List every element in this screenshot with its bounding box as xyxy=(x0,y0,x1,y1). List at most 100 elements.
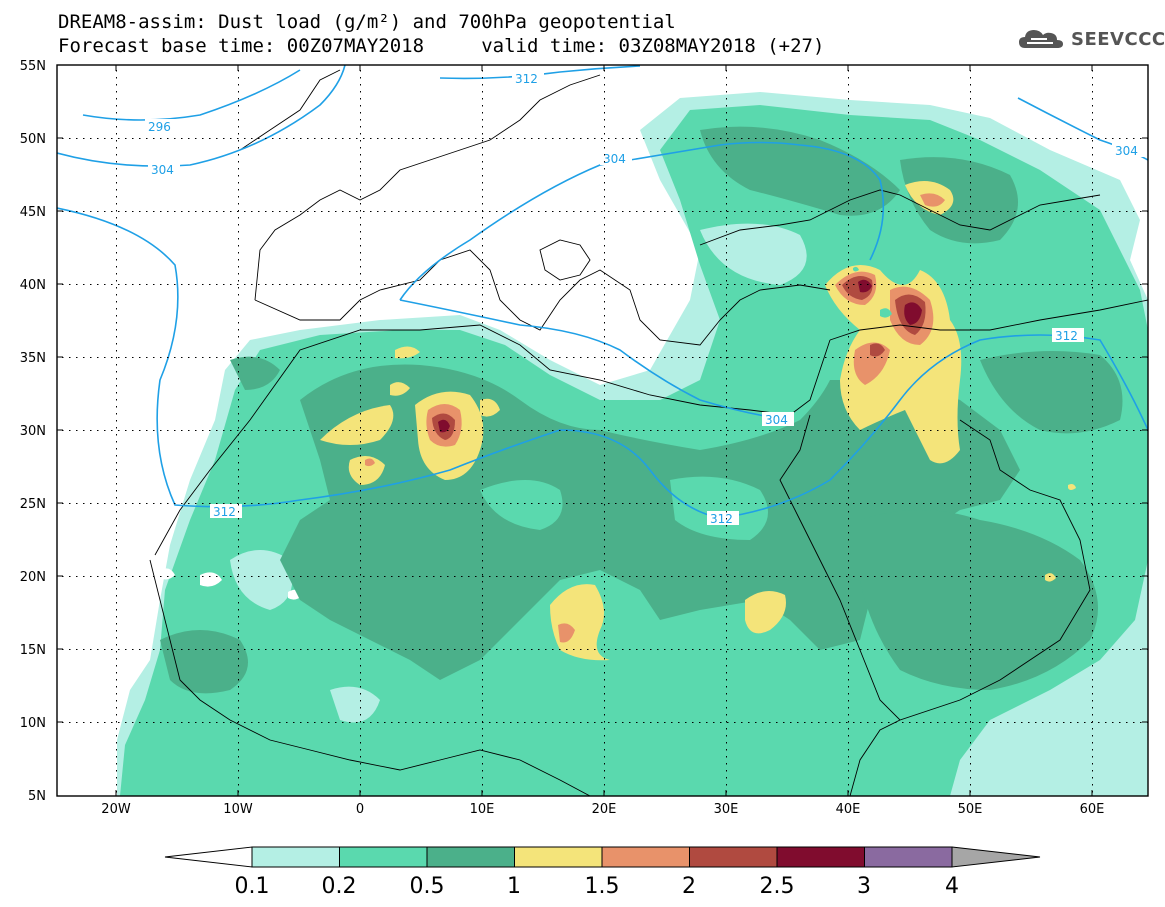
graticule-dot xyxy=(916,722,918,723)
graticule-dot xyxy=(986,138,988,139)
graticule-dot xyxy=(286,138,288,139)
graticule-dot xyxy=(412,649,414,650)
graticule-dot xyxy=(881,138,883,139)
graticule-dot xyxy=(804,649,806,650)
graticule-dot xyxy=(1092,140,1093,142)
graticule-dot xyxy=(902,284,904,285)
graticule-dot xyxy=(848,196,849,198)
graticule-dot xyxy=(238,553,239,555)
graticule-dot xyxy=(342,211,344,212)
graticule-dot xyxy=(1092,539,1093,541)
graticule-dot xyxy=(608,284,610,285)
graticule-dot xyxy=(573,722,575,723)
graticule-dot xyxy=(1092,273,1093,275)
graticule-dot xyxy=(468,576,470,577)
graticule-dot xyxy=(230,503,232,504)
graticule-dot xyxy=(848,756,849,758)
graticule-dot xyxy=(1028,576,1030,577)
graticule-dot xyxy=(748,357,750,358)
lat-label: 40N xyxy=(20,278,46,293)
graticule-dot xyxy=(706,211,708,212)
graticule-dot xyxy=(223,284,225,285)
graticule-dot xyxy=(726,315,727,317)
graticule-dot xyxy=(726,581,727,583)
graticule-dot xyxy=(846,503,848,504)
graticule-dot xyxy=(604,203,605,205)
graticule-dot xyxy=(116,532,117,534)
lat-label: 5N xyxy=(28,789,46,804)
graticule-dot xyxy=(238,476,239,478)
graticule-dot xyxy=(1126,357,1128,358)
graticule-dot xyxy=(1140,430,1142,431)
graticule-dot xyxy=(979,138,981,139)
graticule-dot xyxy=(349,503,351,504)
graticule-dot xyxy=(90,722,92,723)
graticule-dot xyxy=(116,329,117,331)
lon-label: 30E xyxy=(714,802,739,817)
graticule-dot xyxy=(748,576,750,577)
graticule-dot xyxy=(461,649,463,650)
graticule-dot xyxy=(726,539,727,541)
graticule-dot xyxy=(1070,576,1072,577)
graticule-dot xyxy=(604,742,605,744)
graticule-dot xyxy=(902,503,904,504)
graticule-dot xyxy=(116,714,117,716)
graticule-dot xyxy=(419,576,421,577)
graticule-dot xyxy=(825,430,827,431)
graticule-dot xyxy=(916,211,918,212)
graticule-dot xyxy=(1140,284,1142,285)
graticule-dot xyxy=(321,211,323,212)
graticule-dot xyxy=(238,497,239,499)
graticule-dot xyxy=(970,294,971,296)
graticule-dot xyxy=(902,649,904,650)
graticule-dot xyxy=(360,98,361,100)
graticule-dot xyxy=(650,722,652,723)
graticule-dot xyxy=(116,301,117,303)
graticule-dot xyxy=(146,649,148,650)
graticule-dot xyxy=(944,722,946,723)
graticule-dot xyxy=(916,503,918,504)
graticule-dot xyxy=(848,77,849,79)
graticule-dot xyxy=(909,503,911,504)
graticule-dot xyxy=(116,399,117,401)
graticule-dot xyxy=(132,211,134,212)
graticule-dot xyxy=(160,211,162,212)
graticule-dot xyxy=(970,112,971,114)
graticule-dot xyxy=(238,574,239,576)
graticule-dot xyxy=(604,546,605,548)
graticule-dot xyxy=(307,138,309,139)
graticule-dot xyxy=(370,138,372,139)
graticule-dot xyxy=(741,576,743,577)
graticule-dot xyxy=(391,284,393,285)
graticule-dot xyxy=(972,722,974,723)
graticule-dot xyxy=(573,430,575,431)
graticule-dot xyxy=(440,357,442,358)
graticule-dot xyxy=(970,588,971,590)
graticule-dot xyxy=(76,503,78,504)
graticule-dot xyxy=(726,637,727,639)
graticule-dot xyxy=(286,722,288,723)
graticule-dot xyxy=(238,588,239,590)
graticule-dot xyxy=(559,211,561,212)
graticule-dot xyxy=(116,266,117,268)
graticule-dot xyxy=(601,649,603,650)
graticule-dot xyxy=(111,430,113,431)
graticule-dot xyxy=(825,576,827,577)
graticule-dot xyxy=(538,649,540,650)
graticule-dot xyxy=(970,651,971,653)
graticule-dot xyxy=(238,511,239,513)
graticule-dot xyxy=(1063,357,1065,358)
graticule-dot xyxy=(475,576,477,577)
graticule-dot xyxy=(769,503,771,504)
graticule-dot xyxy=(69,138,71,139)
graticule-dot xyxy=(726,448,727,450)
graticule-dot xyxy=(692,284,694,285)
graticule-dot xyxy=(482,119,483,121)
graticule-dot xyxy=(604,504,605,506)
graticule-dot xyxy=(888,138,890,139)
graticule-dot xyxy=(489,503,491,504)
graticule-dot xyxy=(629,211,631,212)
graticule-dot xyxy=(604,420,605,422)
graticule-dot xyxy=(726,91,727,93)
graticule-dot xyxy=(482,138,484,139)
